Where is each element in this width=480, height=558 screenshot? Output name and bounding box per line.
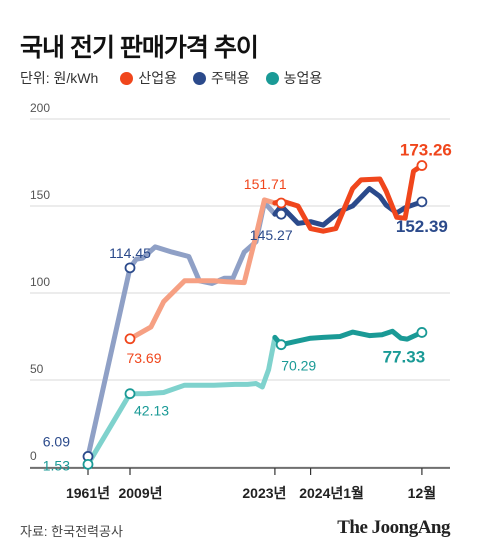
legend-label-industrial: 산업용 (138, 70, 177, 86)
data-label-residential: 145.27 (250, 227, 293, 243)
legend-dot-agricultural (265, 71, 279, 85)
y-tick-label: 100 (30, 275, 50, 289)
data-point-marker (275, 339, 287, 351)
chart-title: 국내 전기 판매가격 추이 (20, 34, 259, 62)
legend-item-residential: 주택용 (192, 68, 250, 88)
data-label-residential: 6.09 (43, 433, 70, 449)
y-tick-label: 50 (30, 362, 44, 376)
data-label-industrial: 151.71 (244, 176, 287, 192)
y-tick-label: 0 (30, 449, 37, 463)
publisher-logo: The JoongAng (337, 517, 450, 538)
data-point-marker (82, 458, 94, 470)
y-tick-label: 200 (30, 101, 50, 115)
legend-label-residential: 주택용 (210, 70, 250, 86)
data-label-industrial: 73.69 (126, 350, 161, 366)
data-label-agricultural: 77.33 (383, 347, 426, 366)
series-line-agricultural-history (85, 334, 278, 467)
x-tick-label: 1961년 (66, 485, 110, 501)
data-point-marker (124, 388, 136, 400)
series-line-industrial-recent (272, 163, 425, 234)
legend-dot-industrial (120, 71, 134, 85)
x-tick-label: 2023년 (242, 485, 286, 501)
data-label-industrial: 173.26 (400, 141, 452, 160)
data-label-agricultural: 42.13 (134, 403, 169, 419)
x-tick-label: 2009년 (118, 485, 162, 501)
data-point-marker (124, 333, 136, 345)
series-line-industrial-history (127, 197, 278, 342)
x-tick-label: 12월 (408, 485, 436, 501)
data-point-marker (416, 327, 428, 338)
legend-label-agricultural: 농업용 (283, 70, 323, 86)
x-tick-label: 2024년1월 (299, 485, 364, 501)
legend-item-agricultural: 농업용 (265, 68, 323, 88)
data-point-marker (416, 196, 428, 208)
data-label-residential: 114.45 (109, 245, 151, 261)
legend: 단위: 원/kWh 산업용 주택용 농업용 (20, 68, 338, 88)
data-point-marker (124, 262, 136, 274)
y-tick-label: 150 (30, 188, 50, 202)
data-point-marker (416, 160, 428, 171)
unit-label: 단위: 원/kWh (20, 70, 99, 86)
data-label-agricultural: 70.29 (281, 358, 316, 374)
legend-item-industrial: 산업용 (120, 68, 177, 88)
data-point-marker (275, 208, 287, 220)
data-point-marker (275, 197, 287, 209)
data-label-residential: 152.39 (396, 217, 448, 236)
series-line-agricultural-recent (272, 328, 425, 348)
data-label-agricultural: 1.53 (43, 457, 70, 473)
legend-dot-residential (192, 71, 206, 85)
source-label: 자료: 한국전력공사 (20, 524, 123, 539)
